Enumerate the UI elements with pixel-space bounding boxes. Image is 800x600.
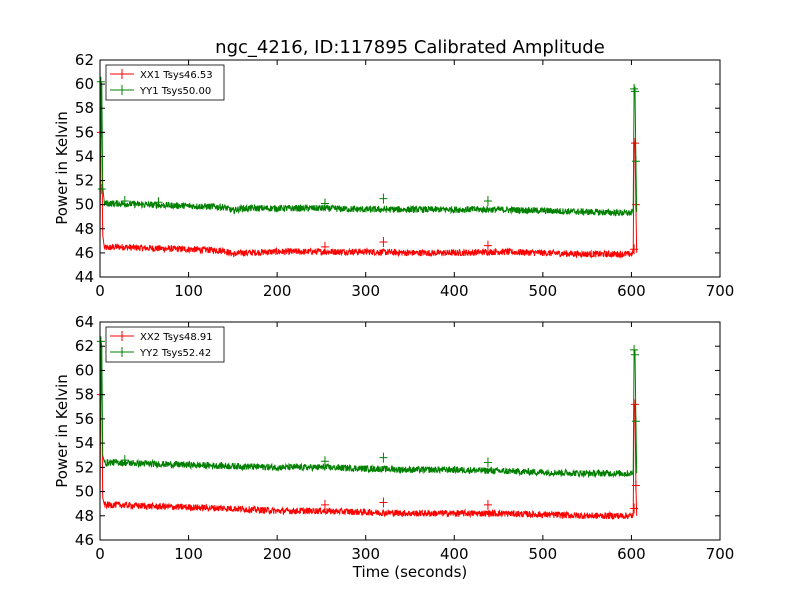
bottom-series-line-1 [99,340,638,479]
top-y-tick-label: 58 [75,99,94,117]
top-x-tick-label: 200 [263,282,292,300]
bottom-subplot: 0 100 200 300 400 500 600 700 46 48 50 52 54 56 58 60 62… [53,313,734,581]
bottom-legend-label-xx2: XX2 Tsys48.91 [140,332,213,343]
top-y-tick-label: 62 [75,51,94,69]
bottom-series-marker-1 [120,455,129,466]
top-y-tick-label: 54 [75,147,94,165]
top-x-tick-label: 0 [95,282,105,300]
top-series-marker-1 [97,183,106,194]
top-legend: XX1 Tsys46.53 YY1 Tsys50.00 [105,64,225,101]
top-series-marker-1 [154,197,163,208]
bottom-series-marker-1 [630,349,639,360]
bottom-series-marker-0 [320,499,329,510]
top-y-tick-label: 52 [75,172,94,190]
bottom-y-tick-label: 54 [75,434,94,452]
top-series-marker-1 [120,196,129,207]
top-x-tick-label: 300 [351,282,380,300]
top-series-marker-1 [483,196,492,207]
top-x-tick-label: 600 [617,282,646,300]
bottom-series-marker-1 [631,416,640,427]
top-series-marker-1 [96,76,105,87]
bottom-series-layer [96,336,640,521]
bottom-y-tick-label: 64 [75,313,94,331]
top-legend-box [105,64,225,101]
top-y-tick-label: 50 [75,196,94,214]
top-plot-frame [99,59,721,278]
bottom-series-marker-0 [379,497,388,508]
bottom-series-marker-0 [483,499,492,510]
top-ticks: 0 100 200 300 400 500 600 700 44 46 48 50 52 54 56 58 60… [75,51,734,300]
bottom-x-tick-label: 0 [95,545,105,563]
top-legend-label-yy1: YY1 Tsys50.00 [139,86,211,97]
top-y-tick-label: 60 [75,75,94,93]
bottom-y-tick-label: 48 [75,507,94,525]
bottom-x-tick-label: 300 [351,545,380,563]
bottom-x-tick-label: 400 [440,545,469,563]
x-axis-label: Time (seconds) [352,563,468,581]
bottom-series-line-0 [99,346,638,521]
bottom-x-tick-label: 600 [617,545,646,563]
top-series-marker-0 [379,237,388,248]
bottom-y-tick-label: 46 [75,531,94,549]
bottom-x-tick-label: 200 [263,545,292,563]
top-legend-label-xx1: XX1 Tsys46.53 [140,70,213,81]
bottom-series-marker-1 [630,344,639,355]
top-series-marker-0 [483,240,492,251]
top-x-tick-label: 100 [174,282,203,300]
top-y-tick-label: 46 [75,244,94,262]
chart-title: ngc_4216, ID:117895 Calibrated Amplitude [215,37,605,58]
bottom-x-tick-label: 700 [706,545,735,563]
top-y-tick-label: 44 [75,268,94,286]
top-x-tick-label: 500 [529,282,558,300]
bottom-series-marker-0 [630,399,639,410]
bottom-series-marker-1 [320,456,329,467]
top-y-axis-label: Power in Kelvin [53,111,71,225]
bottom-plot-frame [99,321,721,541]
top-series-marker-1 [630,83,639,94]
bottom-y-tick-label: 52 [75,458,94,476]
top-series-marker-1 [631,156,640,167]
bottom-series-marker-0 [630,503,639,514]
bottom-y-tick-label: 58 [75,386,94,404]
top-x-tick-label: 400 [440,282,469,300]
top-series-line-0 [99,90,638,260]
bottom-series-marker-0 [631,480,640,491]
bottom-legend-label-yy2: YY2 Tsys52.42 [139,348,211,359]
top-subplot: 0 100 200 300 400 500 600 700 44 46 48 50 52 54 56 58 60… [53,51,734,300]
bottom-y-tick-label: 50 [75,483,94,501]
bottom-legend: XX2 Tsys48.91 YY2 Tsys52.42 [105,326,225,363]
bottom-x-tick-label: 500 [529,545,558,563]
top-y-tick-label: 56 [75,123,94,141]
bottom-series-marker-1 [379,452,388,463]
bottom-y-tick-label: 60 [75,361,94,379]
bottom-legend-box [105,326,225,363]
top-series-marker-0 [630,244,639,255]
bottom-y-axis-label: Power in Kelvin [53,374,71,488]
bottom-y-tick-label: 56 [75,410,94,428]
bottom-y-tick-label: 62 [75,337,94,355]
top-clip-layer [96,76,640,260]
bottom-x-tick-label: 100 [174,545,203,563]
top-series-marker-1 [320,198,329,209]
top-series-line-1 [99,81,638,217]
bottom-series-marker-1 [483,457,492,468]
top-series-marker-0 [630,138,639,149]
top-y-tick-label: 48 [75,220,94,238]
bottom-series-marker-1 [96,336,105,347]
top-series-marker-1 [630,86,639,97]
bottom-ticks: 0 100 200 300 400 500 600 700 46 48 50 52 54 56 58 60 62… [75,313,734,563]
top-x-tick-label: 700 [706,282,735,300]
top-series-marker-0 [320,241,329,252]
top-series-layer [96,76,640,260]
top-series-marker-1 [379,193,388,204]
